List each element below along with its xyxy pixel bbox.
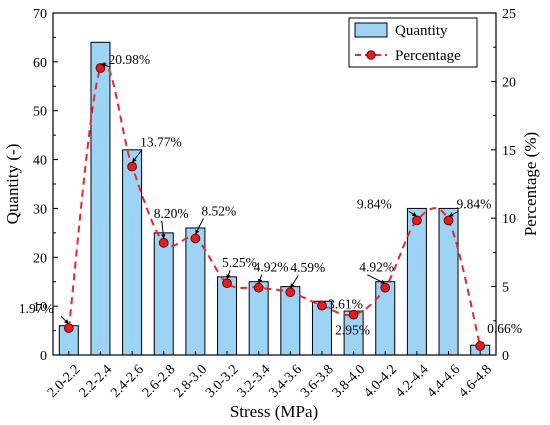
x-tick-label-2.0-2.2: 2.0-2.2 [45, 362, 84, 401]
percentage-marker-4.6-4.8 [475, 341, 486, 351]
data-label-4.4-4.6: 9.84% [457, 196, 492, 211]
data-labels-group: 1.97%20.98%13.77%8.20% 8.52%5.25%4.92% 4.5… [19, 52, 522, 338]
x-tick-label-4.0-4.2: 4.0-4.2 [361, 362, 400, 401]
label-arrowhead-2.8-3.0 [195, 229, 200, 235]
percentage-marker-4.4-4.6 [443, 215, 454, 226]
data-label-3.0-3.2: 5.25% [222, 255, 257, 270]
label-arrowhead-4.0-4.2 [380, 279, 386, 284]
legend-quantity-swatch [354, 22, 388, 38]
percentage-marker-4.0-4.2 [380, 282, 391, 293]
label-arrowhead-2.4-2.6 [132, 157, 137, 163]
data-label-4.0-4.2: 4.92% [359, 260, 394, 275]
data-label-4.6-4.8: 0.66% [487, 321, 522, 336]
y-tick-label-10: 10 [33, 300, 47, 315]
y2-axis-title: Percentage (%) [521, 132, 540, 236]
y2-tick-label-5: 5 [502, 281, 509, 296]
bar-3.0-3.2 [217, 276, 238, 356]
x-tick-label-3.4-3.6: 3.4-3.6 [266, 362, 305, 401]
x-tick-label-3.0-3.2: 3.0-3.2 [203, 362, 242, 401]
y-tick-label-30: 30 [33, 202, 47, 217]
data-label-3.8-4.0: 2.95% [335, 323, 370, 338]
x-tick-label-3.2-3.4: 3.2-3.4 [235, 362, 274, 401]
x-tick-label-4.4-4.6: 4.4-4.6 [425, 362, 464, 401]
legend-percentage-marker [366, 50, 376, 60]
y-tick-label-50: 50 [33, 105, 47, 120]
bar-4.4-4.6 [438, 207, 459, 356]
percentage-marker-2.6-2.8 [158, 237, 169, 248]
y2-tick-label-10: 10 [502, 212, 516, 227]
x-tick-label-4.6-4.8: 4.6-4.8 [456, 362, 495, 401]
y-tick-label-60: 60 [33, 56, 47, 71]
bar-2.2-2.4 [90, 41, 111, 356]
right-axis: 0 5 10 15 20 25 [491, 7, 516, 364]
y-tick-label-0: 0 [40, 349, 47, 364]
bar-4.0-4.2 [375, 281, 396, 356]
x-tick-label-3.8-4.0: 3.8-4.0 [330, 362, 369, 401]
legend-percentage-label: Percentage [395, 48, 461, 64]
label-arrowhead-4.2-4.4 [411, 212, 417, 217]
data-label-2.0-2.2: 1.97% [19, 301, 54, 316]
data-label-2.4-2.6: 13.77% [140, 135, 182, 150]
bar-2.4-2.6 [122, 149, 143, 356]
legend-quantity-label: Quantity [395, 23, 448, 39]
data-label-3.2-3.4: 4.92% [254, 260, 289, 275]
x-tick-label-4.2-4.4: 4.2-4.4 [393, 362, 432, 401]
data-label-2.2-2.4: 20.98% [108, 52, 150, 67]
y-axis-title: Quantity (-) [3, 144, 22, 225]
percentage-marker-2.0-2.2 [63, 323, 74, 333]
label-arrowhead-2.0-2.2 [64, 319, 69, 325]
percentage-marker-3.6-3.8 [317, 300, 327, 311]
x-tick-label-3.6-3.8: 3.6-3.8 [298, 362, 337, 401]
legend: Quantity Percentage [348, 17, 478, 68]
label-arrowhead-3.0-3.2 [226, 274, 231, 280]
bar-2.6-2.8 [153, 232, 174, 356]
y2-tick-label-20: 20 [502, 75, 516, 90]
bars-group [58, 41, 491, 356]
y-tick-label-20: 20 [33, 251, 47, 266]
x-tick-label-2.2-2.4: 2.2-2.4 [77, 362, 116, 401]
percentage-marker-3.8-4.0 [348, 309, 359, 320]
x-axis-title: Stress (MPa) [230, 402, 318, 421]
label-arrowhead-3.2-3.4 [258, 278, 263, 284]
label-arrows-group [60, 63, 459, 325]
y-tick-label-40: 40 [33, 154, 47, 169]
data-label-3.6-3.8: 3.61% [328, 297, 363, 312]
percentage-marker-3.0-3.2 [222, 278, 232, 289]
x-tick-label-2.8-3.0: 2.8-3.0 [171, 362, 210, 401]
y2-tick-label-15: 15 [502, 144, 516, 159]
percentage-marker-3.2-3.4 [253, 282, 264, 293]
x-tick-label-2.4-2.6: 2.4-2.6 [108, 362, 147, 401]
y-tick-label-70: 70 [33, 7, 47, 22]
data-label-2.8-3.0: 8.52% [201, 203, 236, 218]
percentage-marker-2.4-2.6 [127, 161, 138, 172]
y2-tick-label-25: 25 [502, 7, 516, 22]
label-arrowhead-2.2-2.4 [100, 63, 106, 68]
label-arrowhead-4.4-4.6 [448, 212, 454, 217]
percentage-marker-4.2-4.4 [411, 215, 422, 226]
left-axis: 0 10 20 30 40 50 60 70 [33, 7, 58, 364]
data-label-4.2-4.4: 9.84% [357, 196, 392, 211]
data-label-3.4-3.6: 4.59% [290, 260, 325, 275]
bar-3.2-3.4 [248, 281, 269, 356]
percentage-marker-2.8-3.0 [190, 233, 201, 244]
data-label-2.6-2.8: 8.20% [154, 206, 189, 221]
x-axis: 2.0-2.22.2-2.42.4-2.62.6-2.82.8-3.03.0-3… [45, 351, 495, 401]
label-arrowhead-3.4-3.6 [290, 283, 295, 289]
x-tick-label-2.6-2.8: 2.6-2.8 [140, 362, 179, 401]
y2-tick-label-0: 0 [502, 349, 509, 364]
label-arrowhead-2.6-2.8 [161, 234, 166, 239]
percentage-marker-3.4-3.6 [285, 287, 296, 298]
